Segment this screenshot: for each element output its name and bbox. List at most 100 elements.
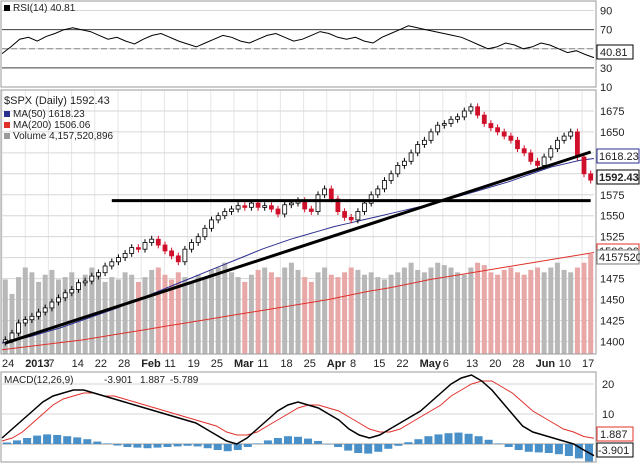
macd-hist-bar — [43, 434, 52, 444]
volume-bar — [16, 277, 22, 354]
macd-tick-label: 20 — [602, 379, 614, 391]
ma50-value-label: 1618.23 — [599, 151, 639, 163]
macd-hist-bar — [364, 444, 373, 454]
candle-body — [288, 202, 294, 206]
volume-bar — [588, 254, 594, 354]
volume-bar — [395, 272, 401, 354]
volume-bar — [548, 267, 554, 354]
volume-bar — [89, 267, 95, 354]
rsi-value-box — [596, 44, 634, 60]
macd-hist-bar — [263, 440, 272, 444]
rsi-tick-label: 70 — [600, 25, 612, 37]
macd-hist-bar — [424, 436, 433, 444]
volume-bar — [22, 267, 28, 354]
volume-bar — [335, 277, 341, 354]
volume-bar — [455, 272, 461, 354]
candle-body — [435, 124, 441, 133]
candle-body — [96, 272, 101, 277]
volume-bar — [408, 262, 414, 354]
volume-bar — [528, 269, 534, 354]
price-tick-label: 1450 — [600, 295, 624, 307]
volume-bar — [162, 274, 168, 354]
candle-body — [235, 205, 241, 210]
macd-hist-bar — [494, 443, 503, 444]
candle-body — [415, 144, 421, 154]
volume-bar — [142, 277, 148, 354]
candle-body — [129, 247, 135, 254]
volume-bar — [342, 272, 348, 354]
candle-body — [555, 139, 560, 150]
rsi-legend: RSI(14) 40.81 — [4, 3, 76, 14]
price-tick-labels: 1675165016251600157515501525150014751450… — [600, 106, 624, 348]
x-tick-label: 22 — [396, 358, 408, 370]
candle-body — [508, 135, 514, 141]
macd-hist-bar — [554, 444, 563, 455]
volume-bar — [2, 279, 8, 354]
volume-bar — [481, 265, 487, 354]
candle-body — [275, 208, 281, 215]
volume-bar — [109, 277, 115, 354]
volume-bar — [495, 274, 501, 354]
price-legend: $SPX (Daily) 1592.43 MA(50) 1618.23 MA(2… — [4, 95, 114, 142]
x-tick-label: 8 — [350, 358, 356, 370]
candle-body — [122, 252, 128, 258]
macd-legend-hist: -5.789 — [170, 375, 199, 386]
macd-hist-bar — [33, 435, 42, 444]
macd-hist-bar — [163, 444, 172, 447]
macd-hist-bar — [514, 444, 523, 450]
candle-body — [408, 152, 414, 162]
price-panel: 1675165016251600157515501525150014751450… — [0, 89, 640, 355]
candle-body — [242, 205, 248, 208]
candle-body — [581, 156, 587, 175]
macd-hist-bar — [454, 432, 463, 444]
macd-hist-bar — [384, 444, 393, 449]
macd-value-frame — [596, 442, 634, 458]
x-tick-label: Jun — [536, 358, 556, 370]
candle-body — [362, 202, 367, 212]
volume-bar — [102, 281, 108, 354]
candle-body — [268, 205, 274, 210]
macd-histogram — [3, 432, 593, 462]
candle-body — [142, 242, 148, 250]
volume-bar — [149, 269, 155, 354]
candle-body — [182, 248, 188, 263]
candle-body — [116, 257, 121, 263]
candle-body — [29, 315, 35, 321]
candle-body — [69, 289, 75, 294]
volume-bar — [275, 277, 281, 354]
candle-body — [189, 242, 195, 250]
candle-body — [541, 156, 547, 166]
macd-hist-bar — [133, 444, 142, 448]
volume-bar — [554, 262, 560, 354]
macd-value-label: -3.901 — [598, 445, 629, 457]
macd-hist-bar — [243, 444, 252, 447]
volume-bar — [348, 267, 354, 354]
volume-bar — [129, 274, 135, 354]
volume-bar — [135, 281, 141, 354]
ma50-value-box: 1618.23 — [596, 148, 640, 164]
candle-body — [155, 238, 161, 246]
candle-body — [495, 127, 501, 133]
candle-body — [36, 311, 41, 317]
macd-hist-bar — [444, 433, 453, 444]
macd-hist-bar — [213, 444, 222, 450]
volume-bar — [222, 262, 228, 354]
volume-bar — [315, 272, 321, 354]
volume-bar — [9, 293, 15, 354]
macd-legend-label: MACD(12,26,9) — [4, 375, 73, 386]
volume-bar — [122, 272, 128, 354]
candle-body — [322, 188, 328, 196]
candle-body — [388, 173, 394, 181]
candle-body — [375, 188, 381, 196]
volume-bar — [255, 269, 261, 354]
candle-body — [342, 211, 348, 218]
macd-line — [1, 374, 595, 457]
volume-bar — [322, 267, 328, 354]
volume-bar — [155, 267, 161, 354]
volume-bar — [362, 274, 367, 354]
macd-hist-bar — [314, 441, 323, 444]
macd-hist-bar — [253, 443, 262, 444]
volume-bar — [328, 274, 334, 354]
volume-bar — [242, 281, 248, 354]
